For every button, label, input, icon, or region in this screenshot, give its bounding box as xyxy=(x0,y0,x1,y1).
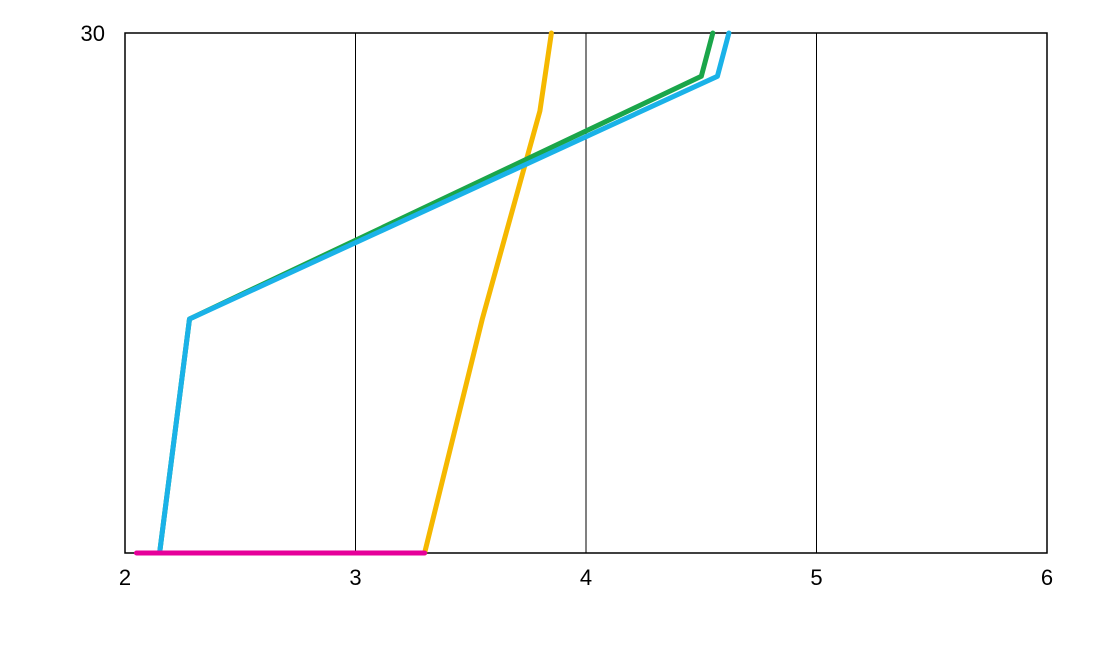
series-line-3 xyxy=(157,30,732,556)
series-group xyxy=(134,30,732,556)
x-tick-label: 2 xyxy=(119,565,131,590)
tick-labels: 30 2 3 4 5 6 xyxy=(81,21,1054,590)
x-tick-label: 4 xyxy=(580,565,592,590)
y-tick-label: 30 xyxy=(81,21,105,46)
series-line-1 xyxy=(422,30,554,556)
x-tick-label: 3 xyxy=(349,565,361,590)
x-tick-label: 6 xyxy=(1041,565,1053,590)
grid-lines xyxy=(355,33,817,553)
x-tick-label: 5 xyxy=(810,565,822,590)
